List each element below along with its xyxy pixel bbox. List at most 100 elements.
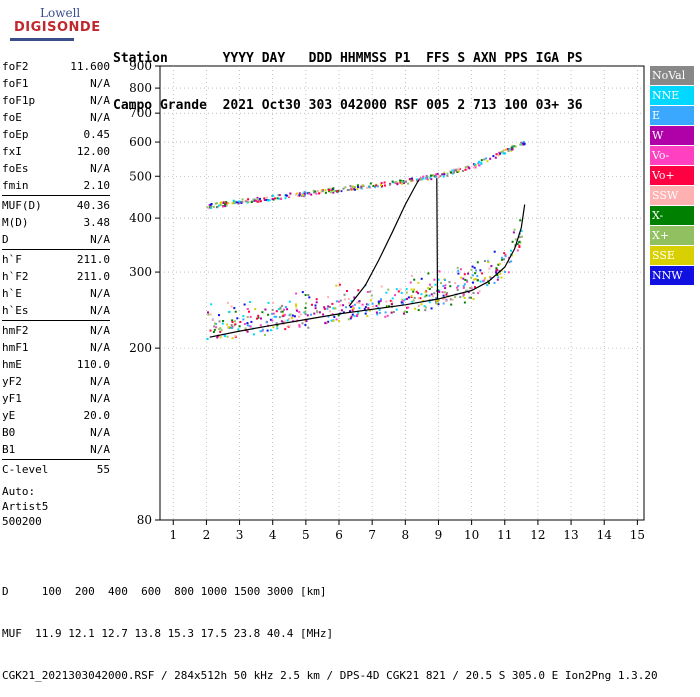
echo-point [442, 285, 445, 287]
echo-point [291, 314, 294, 317]
echo-point [399, 179, 402, 182]
echo-point [259, 200, 262, 203]
param-value: N/A [90, 324, 110, 337]
echo-point [488, 267, 491, 270]
echo-point [427, 272, 430, 275]
echo-point [345, 306, 347, 309]
echo-point [329, 187, 332, 190]
echo-point [239, 321, 242, 323]
echo-point [353, 296, 356, 299]
param-value: 211.0 [76, 270, 110, 283]
echo-point [214, 322, 216, 325]
echo-point [264, 308, 267, 311]
echo-point [471, 274, 474, 277]
echo-point [478, 290, 481, 293]
echo-point [420, 293, 423, 296]
echo-point [458, 167, 461, 170]
echo-point [518, 246, 521, 248]
param-row: h`E N/A [2, 285, 110, 302]
echo-point [337, 314, 340, 317]
echo-point [507, 149, 510, 152]
param-label: h`F [2, 253, 22, 266]
echo-point [350, 315, 353, 318]
echo-point [467, 291, 470, 294]
echo-point [349, 185, 352, 187]
echo-point [407, 306, 410, 309]
echo-point [330, 319, 333, 322]
echo-point [320, 189, 323, 192]
echo-point [430, 178, 433, 181]
echo-point [295, 303, 297, 306]
echo-point [519, 143, 522, 146]
echo-point [522, 140, 525, 143]
echo-point [339, 299, 342, 302]
echo-point [301, 322, 304, 325]
echo-point [453, 168, 456, 171]
y-axis-ticks: 80 200 300 400 500 600 700 800 900 [129, 59, 160, 527]
echo-point [295, 292, 298, 295]
echo-point [464, 278, 467, 281]
echo-point [357, 311, 360, 314]
param-value: N/A [90, 77, 110, 90]
echo-point [440, 282, 442, 285]
echo-points [206, 140, 526, 340]
echo-point [397, 290, 400, 293]
echo-point [346, 290, 348, 292]
echo-point [286, 325, 289, 328]
legend-item-nnw: NNW [650, 266, 694, 285]
echo-point [283, 308, 285, 311]
echo-point [434, 175, 437, 178]
echo-point [232, 199, 235, 202]
echo-point [372, 305, 375, 308]
echo-point [219, 204, 222, 206]
echo-point [335, 190, 338, 193]
echo-point [220, 201, 223, 204]
echo-point [510, 149, 513, 152]
param-separator [2, 459, 110, 460]
echo-point [354, 188, 356, 191]
echo-point [253, 199, 256, 202]
echo-point [380, 285, 383, 288]
echo-point [317, 190, 319, 192]
echo-point [413, 288, 415, 291]
echo-point [296, 192, 298, 195]
echo-point [332, 307, 335, 310]
echo-point [504, 152, 507, 155]
echo-point [435, 297, 438, 299]
echo-point [486, 160, 489, 163]
echo-point [301, 291, 304, 294]
ionogram-chart: 1 2 3 4 5 6 7 8 9 10 11 12 13 14 15 802003004005006007… [129, 59, 645, 542]
echo-point [380, 298, 382, 301]
echo-point [410, 177, 413, 180]
echo-point [414, 307, 417, 310]
param-label: foF1p [2, 94, 36, 107]
param-value: 211.0 [76, 253, 110, 266]
legend-item-x-: X- [650, 206, 694, 225]
echo-point [429, 176, 432, 179]
echo-point [442, 294, 445, 297]
echo-point [369, 182, 372, 185]
echo-point [297, 195, 300, 198]
echo-point [264, 333, 266, 336]
echo-point [510, 148, 513, 151]
echo-point [472, 292, 475, 294]
echo-point [226, 335, 229, 338]
echo-point [420, 303, 423, 306]
echo-point [275, 310, 278, 313]
echo-point [253, 333, 255, 336]
echo-point [323, 306, 326, 309]
echo-point [364, 306, 367, 309]
y-tick-label: 700 [129, 106, 152, 120]
echo-point [497, 276, 500, 279]
echo-point [511, 240, 514, 243]
echo-point [391, 303, 393, 306]
echo-point [242, 318, 245, 321]
echo-point [332, 187, 335, 190]
echo-point [371, 302, 374, 305]
legend-item-ssw: SSW [650, 186, 694, 205]
echo-point [218, 314, 220, 317]
param-row: h`F 211.0 [2, 251, 110, 268]
echo-point [276, 327, 279, 330]
echo-point [384, 315, 387, 318]
param-value: N/A [90, 304, 110, 317]
